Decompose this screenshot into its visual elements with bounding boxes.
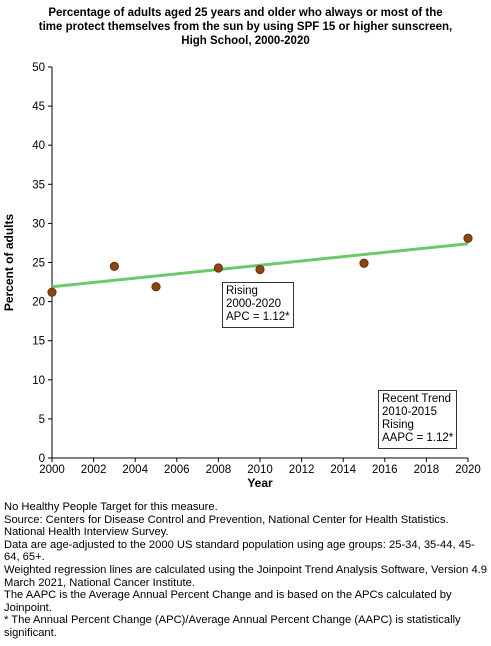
data-point — [213, 263, 223, 273]
x-tick-label: 2018 — [414, 464, 440, 476]
y-tick-label: 5 — [39, 414, 45, 426]
x-tick-label: 2006 — [164, 464, 190, 476]
data-point — [463, 233, 473, 243]
annotation-line: Rising — [382, 419, 414, 431]
y-tick-label: 30 — [32, 218, 45, 230]
footnote: * The Annual Percent Change (APC)/Averag… — [4, 614, 461, 639]
y-axis-title: Percent of adults — [2, 214, 16, 312]
trend-annotation-overall: Rising 2000-2020 APC = 1.12* — [222, 282, 294, 328]
footnote: Data are age-adjusted to the 2000 US sta… — [4, 538, 475, 564]
x-tick-label: 2016 — [372, 464, 398, 476]
data-point — [255, 264, 265, 275]
y-tick-label: 35 — [32, 179, 45, 191]
x-tick-label: 2010 — [247, 464, 273, 476]
y-tick-label: 40 — [32, 140, 45, 152]
footnote: Source: Centers for Disease Control and … — [4, 513, 449, 539]
data-point — [359, 258, 369, 268]
chart-title: Percentage of adults aged 25 years and o… — [0, 6, 491, 48]
data-points — [47, 233, 473, 297]
y-tick-label: 10 — [32, 375, 45, 387]
x-axis-title: Year — [247, 476, 273, 490]
x-tick-label: 2014 — [330, 464, 356, 476]
data-point — [47, 287, 57, 297]
annotation-line: Recent Trend — [382, 393, 452, 405]
annotation-line: Rising — [226, 285, 258, 297]
y-tick-label: 50 — [32, 62, 45, 74]
data-point — [151, 282, 161, 292]
x-tick-label: 2008 — [206, 464, 232, 476]
footnote: The AAPC is the Average Annual Percent C… — [4, 589, 452, 614]
annotation-line: 2000-2020 — [226, 298, 281, 310]
y-tick-label: 45 — [32, 101, 45, 113]
x-tick-label: 2020 — [455, 464, 481, 476]
y-tick-label: 15 — [32, 336, 45, 348]
x-tick-label: 2004 — [122, 464, 148, 476]
x-tick-label: 2002 — [81, 464, 107, 476]
chart-title-line: High School, 2000-2020 — [181, 35, 310, 47]
x-tick-label: 2000 — [39, 464, 65, 476]
tick-labels: 0 5 10 15 20 25 30 35 40 45 50 2000 2002 2004 2006 2008… — [32, 62, 481, 476]
y-tick-label: 25 — [32, 258, 45, 270]
chart-title-line: Percentage of adults aged 25 years and o… — [48, 7, 443, 19]
chart-title-line: time protect themselves from the sun by … — [38, 21, 453, 33]
data-point — [109, 261, 120, 272]
footnotes: No Healthy People Target for this measur… — [4, 501, 488, 640]
footnote: No Healthy People Target for this measur… — [4, 501, 218, 513]
trend-annotation-recent: Recent Trend 2010-2015 Rising AAPC = 1.1… — [378, 390, 458, 449]
x-tick-label: 2012 — [289, 464, 315, 476]
annotation-line: 2010-2015 — [382, 406, 437, 418]
footnote: Weighted regression lines are calculated… — [4, 563, 487, 589]
annotation-line: AAPC = 1.12* — [382, 432, 454, 444]
chart-plot: 0 5 10 15 20 25 30 35 40 45 50 2000 2002 2004 2006 2008… — [2, 62, 481, 490]
y-tick-label: 20 — [32, 297, 45, 309]
annotation-line: APC = 1.12* — [226, 311, 290, 323]
y-tick-label: 0 — [39, 453, 45, 465]
